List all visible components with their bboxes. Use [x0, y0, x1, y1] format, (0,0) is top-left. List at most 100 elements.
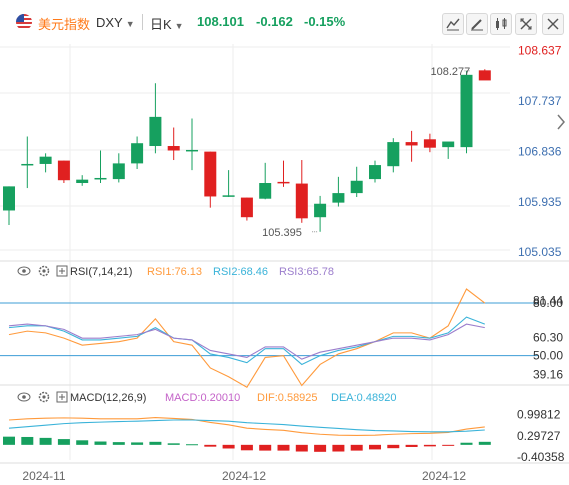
rsi-title[interactable]: RSI(7,14,21) [70, 266, 132, 278]
price-tick-label: 107.737 [518, 94, 562, 108]
macd-histogram-bar [259, 444, 272, 451]
candle-body [295, 183, 308, 219]
collapse-icon [547, 18, 559, 30]
candle-body [131, 143, 144, 164]
candle-body [369, 165, 381, 180]
macd-histogram-bar [94, 441, 107, 445]
macd-histogram-bar [76, 440, 89, 445]
candle-body [186, 149, 198, 152]
draw-icon [471, 19, 483, 31]
candle-body [94, 177, 107, 180]
indicator-button[interactable] [442, 13, 464, 35]
candle-body [259, 183, 272, 199]
rsi-legend: RSI(7,14,21) RSI1:76.13 RSI2:68.46 RSI3:… [17, 265, 334, 278]
macd-histogram-bar [21, 436, 34, 445]
chart-header: 美元指数 DXY ▼ 日K ▼ 108.101 -0.162 -0.15% [0, 0, 569, 42]
divider [142, 14, 143, 30]
last-price: 108.101 [197, 14, 244, 29]
add-indicator-icon[interactable] [56, 391, 68, 403]
price-tick-label: 106.836 [518, 144, 562, 158]
rsi3-value: RSI3:65.78 [279, 266, 334, 278]
rsi-line [8, 323, 485, 360]
dif-value: DIF:0.58925 [257, 392, 318, 404]
high-annotation: 108.277 [431, 66, 471, 78]
macd-tick-label: 0.99812 [517, 408, 561, 422]
candle-body [314, 203, 327, 218]
macd-legend: MACD(12,26,9) MACD:0.20010 DIF:0.58925 D… [17, 391, 396, 404]
candle-body [112, 163, 125, 180]
price-tick-label: 108.637 [518, 43, 562, 57]
chevron-down-icon: ▼ [125, 19, 135, 29]
eye-icon[interactable] [17, 266, 31, 276]
time-tick-label: 2024-11 [22, 469, 65, 483]
period-label: 日K [150, 17, 172, 32]
candle-body [478, 70, 491, 81]
macd-histogram-bar [3, 436, 15, 445]
rsi-line [8, 316, 485, 366]
macd-value: MACD:0.20010 [165, 392, 240, 404]
candle-body [442, 141, 455, 148]
period-selector[interactable]: 日K ▼ [150, 14, 184, 33]
fullscreen-icon [520, 18, 532, 30]
collapse-button[interactable] [542, 13, 564, 35]
dif-line [8, 417, 485, 437]
candle-body [3, 186, 15, 211]
price-change: -0.162 [256, 14, 293, 29]
symbol-label: DXY [96, 15, 123, 30]
instrument-name[interactable]: 美元指数 [38, 17, 91, 32]
macd-histogram-bar [460, 442, 473, 445]
macd-histogram-bar [186, 444, 198, 446]
add-indicator-icon[interactable] [56, 265, 68, 277]
time-tick-label: 2024-12 [422, 469, 466, 483]
candle-body [149, 116, 162, 147]
candle-body [387, 142, 400, 167]
macd-histogram-bar [423, 444, 436, 447]
chevron-down-icon: ▼ [174, 21, 184, 31]
macd-histogram-bar [204, 444, 217, 447]
candle-body [57, 160, 70, 181]
candle-body [240, 197, 253, 218]
macd-tick-label: -0.40358 [517, 450, 565, 464]
candle-body [460, 74, 473, 148]
macd-histogram-bar [240, 444, 253, 451]
gear-icon[interactable] [38, 265, 50, 277]
price-tick-label: 105.035 [518, 245, 562, 259]
candle-body [277, 181, 290, 184]
macd-histogram-bar [387, 444, 400, 449]
macd-title[interactable]: MACD(12,26,9) [70, 392, 146, 404]
macd-histogram-bar [39, 437, 52, 445]
indicator-icon [446, 18, 460, 31]
candle-body [167, 146, 180, 151]
time-axis: 2024-11 2024-12 2024-12 [0, 462, 569, 483]
price-axis: 108.637 107.737 106.836 105.935 105.035 [312, 43, 562, 259]
macd-histogram-bar [350, 444, 363, 451]
macd-histogram-bar [57, 439, 70, 445]
candle-body [350, 180, 363, 194]
macd-panel: 0.99812 0.29727 -0.40358 [3, 408, 565, 464]
rsi-tick-label: 50.00 [533, 349, 563, 363]
symbol-selector[interactable]: DXY ▼ [96, 15, 135, 30]
low-annotation: 105.395 [262, 227, 302, 239]
macd-histogram-bar [277, 444, 290, 451]
dea-line [8, 419, 485, 433]
chevron-right-icon[interactable] [554, 112, 568, 132]
fullscreen-button[interactable] [515, 13, 537, 35]
macd-histogram-bar [222, 444, 235, 449]
macd-histogram-bar [295, 444, 308, 452]
draw-button[interactable] [466, 13, 488, 35]
macd-tick-label: 0.29727 [517, 429, 561, 443]
rsi-tick-label: 80.00 [533, 296, 563, 310]
macd-histogram-bar [405, 444, 418, 447]
dea-value: DEA:0.48920 [331, 392, 396, 404]
compare-button[interactable] [490, 13, 512, 35]
eye-icon[interactable] [17, 392, 31, 402]
macd-histogram-bar [478, 441, 491, 445]
rsi-tick-label: 39.16 [533, 368, 563, 382]
macd-histogram-bar [167, 443, 180, 445]
candle-body [222, 195, 235, 197]
gear-icon[interactable] [38, 391, 50, 403]
candle-body [204, 151, 217, 197]
time-tick-label: 2024-12 [222, 469, 266, 483]
candle-body [332, 193, 345, 203]
